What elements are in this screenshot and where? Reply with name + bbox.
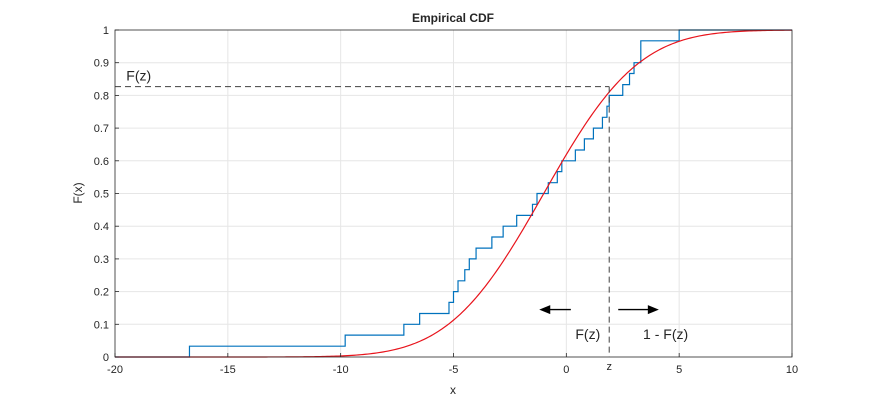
- y-tick-label: 0.3: [94, 254, 109, 266]
- y-tick-label: 0.6: [94, 156, 109, 168]
- y-tick-label: 1: [103, 25, 109, 37]
- y-tick-label: 0: [103, 352, 109, 364]
- y-tick-label: 0.8: [94, 90, 109, 102]
- fz-label-top: F(z): [126, 68, 151, 84]
- fz-label-bottom: F(z): [575, 326, 600, 342]
- y-tick-label: 0.1: [94, 319, 109, 331]
- x-tick-label: 5: [676, 364, 682, 376]
- chart-title: Empirical CDF: [412, 11, 494, 25]
- x-tick-label: -15: [220, 364, 236, 376]
- y-tick-label: 0.2: [94, 287, 109, 299]
- y-axis-label: F(x): [71, 182, 85, 203]
- one-minus-fz-label: 1 - F(z): [643, 326, 688, 342]
- x-tick-label: -20: [107, 364, 123, 376]
- y-tick-label: 0.4: [94, 221, 109, 233]
- x-tick-label: 0: [563, 364, 569, 376]
- y-tick-label: 0.5: [94, 189, 109, 201]
- left-arrow-head: [539, 305, 551, 315]
- y-tick-label: 0.9: [94, 58, 109, 70]
- x-axis-label: x: [450, 383, 456, 397]
- right-arrow-head: [647, 305, 659, 315]
- empirical-cdf-step-line: [115, 29, 792, 358]
- x-tick-label: -10: [333, 364, 349, 376]
- z-label: z: [606, 361, 612, 373]
- y-tick-label: 0.7: [94, 123, 109, 135]
- annotation-layer: F(z) F(z) 1 - F(z) z: [115, 68, 688, 373]
- x-tick-label: 10: [786, 364, 798, 376]
- tick-labels: -20 -15 -10 -5 0 5 10 0 0.1 0.2 0.3 0.4 0.5 0.6 0.7 0.8…: [94, 25, 798, 376]
- x-tick-label: -5: [449, 364, 459, 376]
- grid-lines: [115, 30, 792, 357]
